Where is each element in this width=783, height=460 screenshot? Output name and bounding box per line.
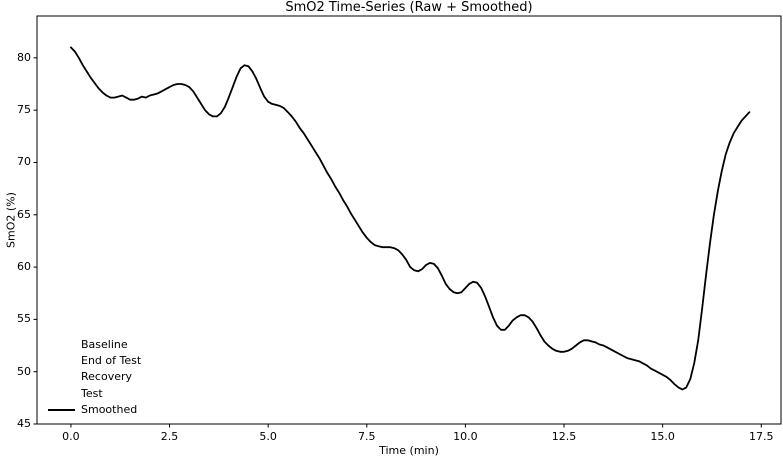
x-tick-label: 15.0 [650, 430, 675, 443]
legend-label: End of Test [81, 354, 142, 368]
x-tick-label: 10.0 [453, 430, 478, 443]
x-tick-label: 17.5 [749, 430, 774, 443]
chart-title: SmO2 Time-Series (Raw + Smoothed) [285, 0, 533, 15]
x-tick-label: 0.0 [62, 430, 80, 443]
y-tick-label: 55 [17, 312, 31, 326]
legend-label: Test [81, 386, 103, 400]
legend-blank-handle [48, 369, 75, 385]
legend-line-handle [48, 402, 75, 418]
legend-label: Baseline [81, 337, 128, 351]
legend-item-recovery: Recovery [48, 369, 141, 385]
legend-item-baseline: Baseline [48, 336, 141, 352]
legend-label: Smoothed [81, 403, 138, 417]
y-tick-label: 60 [17, 260, 31, 274]
y-tick-label: 80 [17, 50, 31, 64]
x-tick-label: 5.0 [259, 430, 277, 443]
y-tick-label: 70 [17, 155, 31, 169]
legend-blank-handle [48, 385, 75, 401]
y-tick-label: 75 [17, 103, 31, 117]
legend-item-smoothed: Smoothed [48, 402, 141, 418]
legend-blank-handle [48, 353, 75, 369]
axes-frame [36, 15, 782, 425]
smoothed-line [70, 46, 751, 391]
x-tick-label: 2.5 [160, 430, 179, 443]
legend-label: Recovery [81, 370, 133, 384]
legend-line-swatch [48, 408, 75, 411]
y-tick-label: 45 [17, 417, 31, 430]
legend-item-test: Test [48, 385, 141, 401]
x-axis-label: Time (min) [379, 444, 439, 457]
y-tick-label: 65 [17, 207, 31, 221]
legend-blank-handle [48, 336, 75, 352]
x-tick-label: 12.5 [551, 430, 577, 443]
x-tick-label: 7.5 [358, 430, 376, 443]
legend-item-end-of-test: End of Test [48, 352, 141, 368]
legend: Baseline End of Test Recovery Test Smoothed [48, 336, 141, 418]
y-tick-label: 50 [17, 364, 31, 378]
